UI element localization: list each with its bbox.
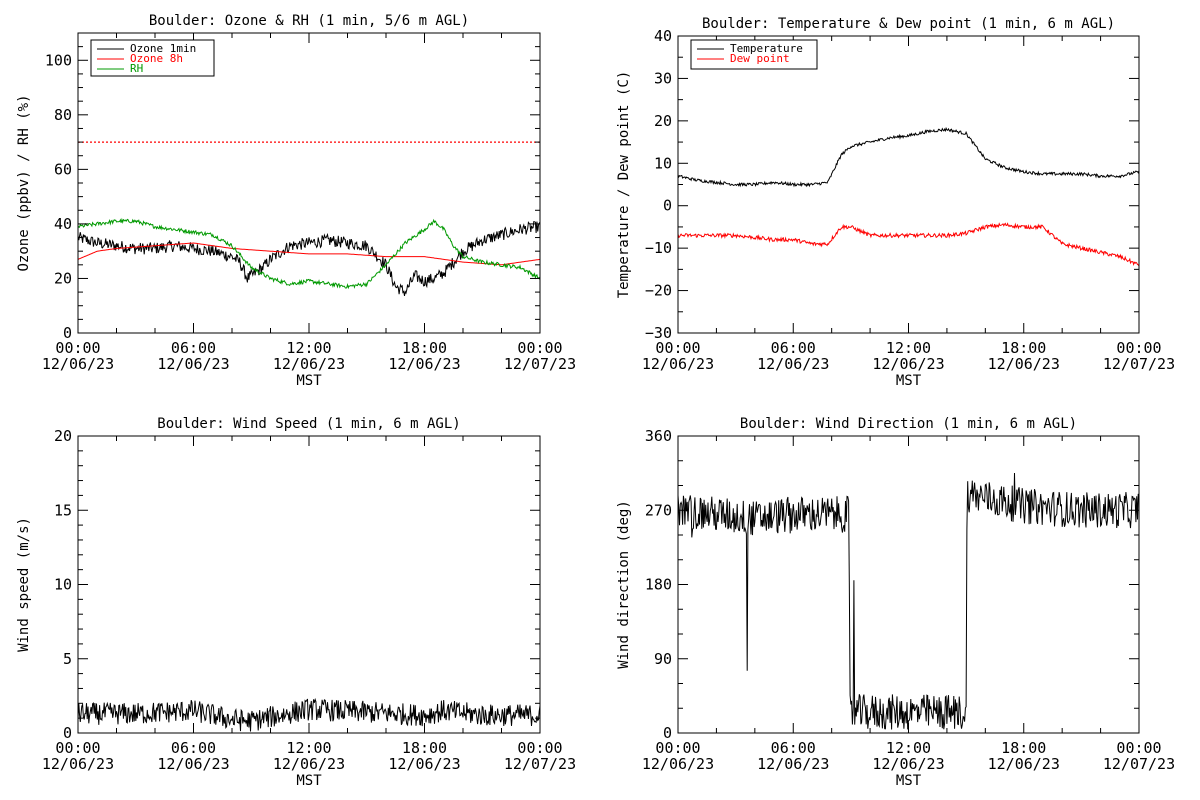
legend-label: Ozone 1min [130, 42, 196, 55]
x-tick-time: 00:00 [55, 339, 100, 357]
y-tick-label: 30 [654, 69, 672, 87]
y-tick-label: 20 [54, 269, 72, 287]
x-axis-label: MST [296, 773, 322, 789]
x-tick-time: 18:00 [1001, 339, 1046, 357]
chart-title: Boulder: Temperature & Dew point (1 min,… [702, 16, 1115, 32]
x-axis-label: MST [896, 373, 922, 389]
y-tick-label: 0 [63, 724, 72, 742]
legend-label: Ozone 8h [130, 52, 183, 65]
y-tick-label: 90 [654, 650, 672, 668]
legend-box [90, 39, 215, 77]
series-line-0 [78, 220, 540, 296]
x-tick-time: 12:00 [286, 339, 331, 357]
x-tick-date: 12/06/23 [388, 355, 460, 373]
y-tick-label: 180 [645, 576, 672, 594]
x-tick-date: 12/06/23 [988, 755, 1060, 773]
plot-frame [77, 32, 541, 334]
x-tick-date: 12/06/23 [273, 355, 345, 373]
y-tick-label: 20 [654, 112, 672, 130]
x-tick-time: 00:00 [655, 739, 700, 757]
x-tick-time: 12:00 [286, 739, 331, 757]
y-tick-label: 40 [54, 215, 72, 233]
chart-title: Boulder: Wind Direction (1 min, 6 m AGL) [740, 416, 1077, 432]
x-tick-time: 18:00 [1001, 739, 1046, 757]
y-tick-label: 15 [54, 501, 72, 519]
chart-title: Boulder: Ozone & RH (1 min, 5/6 m AGL) [149, 13, 469, 29]
x-tick-date: 12/07/23 [1103, 755, 1175, 773]
y-axis-label: Wind direction (deg) [616, 500, 632, 669]
x-tick-date: 12/06/23 [273, 755, 345, 773]
y-tick-label: −20 [645, 282, 672, 300]
legend-box [690, 39, 818, 70]
x-tick-time: 00:00 [517, 739, 562, 757]
series-line-0 [678, 472, 1139, 730]
y-tick-label: 0 [63, 324, 72, 342]
x-tick-time: 06:00 [171, 739, 216, 757]
x-axis-label: MST [896, 773, 922, 789]
x-tick-date: 12/06/23 [757, 755, 829, 773]
y-tick-label: 0 [663, 724, 672, 742]
x-tick-time: 06:00 [171, 339, 216, 357]
y-tick-label: 5 [63, 650, 72, 668]
x-tick-time: 06:00 [771, 339, 816, 357]
legend-label: Dew point [730, 52, 790, 65]
x-tick-date: 12/06/23 [157, 355, 229, 373]
wind-direction-chart: Boulder: Wind Direction (1 min, 6 m AGL)… [616, 416, 1175, 789]
y-tick-label: −30 [645, 324, 672, 342]
temperature-dewpoint-chart: Boulder: Temperature & Dew point (1 min,… [616, 16, 1175, 389]
x-tick-time: 12:00 [886, 339, 931, 357]
x-tick-date: 12/06/23 [157, 755, 229, 773]
x-tick-time: 00:00 [1116, 739, 1161, 757]
y-tick-label: 360 [645, 427, 672, 445]
y-tick-label: 60 [54, 160, 72, 178]
x-tick-date: 12/06/23 [872, 755, 944, 773]
x-tick-time: 12:00 [886, 739, 931, 757]
x-tick-time: 00:00 [517, 339, 562, 357]
y-tick-label: 10 [654, 154, 672, 172]
y-tick-label: 80 [54, 106, 72, 124]
x-tick-time: 18:00 [402, 339, 447, 357]
x-tick-date: 12/06/23 [42, 355, 114, 373]
x-tick-date: 12/06/23 [642, 355, 714, 373]
series-line-2 [78, 217, 540, 290]
x-tick-date: 12/06/23 [42, 755, 114, 773]
chart-title: Boulder: Wind Speed (1 min, 6 m AGL) [157, 416, 460, 432]
ozone-rh-chart: Boulder: Ozone & RH (1 min, 5/6 m AGL) 0 2… [16, 13, 576, 389]
x-axis-label: MST [296, 373, 322, 389]
y-axis-label: Temperature / Dew point (C) [616, 71, 632, 299]
y-tick-label: 0 [663, 197, 672, 215]
x-tick-time: 18:00 [402, 739, 447, 757]
series-line-0 [78, 697, 540, 732]
legend-label: RH [130, 62, 143, 75]
y-tick-label: 10 [54, 576, 72, 594]
x-tick-time: 00:00 [655, 339, 700, 357]
x-tick-date: 12/06/23 [988, 355, 1060, 373]
x-tick-date: 12/07/23 [1103, 355, 1175, 373]
y-axis-label: Ozone (ppbv) / RH (%) [16, 94, 32, 271]
x-tick-date: 12/06/23 [388, 755, 460, 773]
plot-frame [77, 435, 541, 734]
series-line-1 [78, 242, 540, 266]
x-tick-date: 12/06/23 [642, 755, 714, 773]
y-tick-label: 20 [54, 427, 72, 445]
x-tick-date: 12/07/23 [504, 355, 576, 373]
y-tick-label: −10 [645, 239, 672, 257]
y-tick-label: 100 [45, 51, 72, 69]
x-tick-date: 12/06/23 [872, 355, 944, 373]
x-tick-date: 12/06/23 [757, 355, 829, 373]
y-tick-label: 270 [645, 501, 672, 519]
y-axis-label: Wind speed (m/s) [16, 517, 32, 652]
wind-speed-chart: Boulder: Wind Speed (1 min, 6 m AGL) 0 5 10… [16, 416, 576, 789]
x-tick-date: 12/07/23 [504, 755, 576, 773]
series-line-0 [678, 126, 1139, 188]
x-tick-time: 00:00 [1116, 339, 1161, 357]
x-tick-time: 06:00 [771, 739, 816, 757]
series-line-1 [678, 222, 1139, 267]
x-tick-time: 00:00 [55, 739, 100, 757]
y-tick-label: 40 [654, 27, 672, 45]
legend-label: Temperature [730, 42, 803, 55]
